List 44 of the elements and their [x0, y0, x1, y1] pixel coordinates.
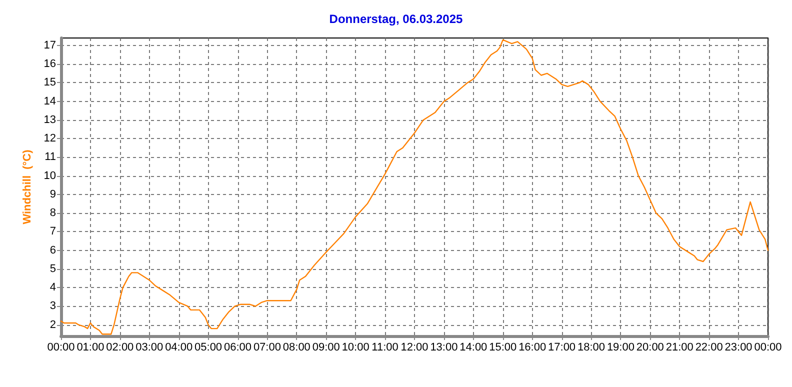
x-tick-label: 00:00: [754, 342, 782, 354]
y-tick-label: 12: [44, 132, 56, 145]
x-tick-label: 19:00: [606, 342, 634, 354]
y-tick-label: 17: [44, 39, 56, 52]
x-tick-label: 02:00: [106, 342, 134, 354]
x-tick-label: 07:00: [253, 342, 281, 354]
x-tick-label: 08:00: [282, 342, 310, 354]
x-tick-label: 10:00: [342, 342, 370, 354]
x-tick-label: 20:00: [636, 342, 664, 354]
x-tick-label: 13:00: [430, 342, 458, 354]
line-series: [60, 39, 769, 335]
y-tick-label: 8: [50, 207, 56, 220]
x-tick-label: 15:00: [489, 342, 517, 354]
y-tick-label: 2: [50, 318, 56, 331]
y-tick-label: 9: [50, 188, 56, 200]
x-tick-label: 14:00: [460, 342, 488, 354]
y-tick-label: 13: [44, 114, 56, 126]
y-tick-label: 6: [50, 244, 56, 256]
x-tick-label: 04:00: [165, 342, 193, 354]
x-tick-label: 12:00: [400, 342, 428, 354]
x-tick-label: 23:00: [724, 342, 752, 354]
y-tick-label: 14: [44, 95, 56, 108]
y-tick-label: 3: [50, 300, 56, 312]
y-tick-label: 4: [50, 282, 56, 294]
y-tick-label: 16: [44, 58, 56, 70]
y-axis-title: Windchill (°C): [21, 149, 34, 224]
x-tick-label: 03:00: [136, 342, 164, 354]
y-tick-label: 10: [44, 170, 56, 182]
y-tick-label: 15: [44, 76, 56, 89]
x-tick-label: 21:00: [666, 342, 694, 354]
x-tick-label: 16:00: [518, 342, 546, 354]
x-tick-label: 22:00: [695, 342, 723, 354]
chart-title: Donnerstag, 06.03.2025: [329, 12, 464, 26]
x-tick-label: 05:00: [194, 342, 222, 354]
y-tick-label: 7: [50, 226, 56, 238]
x-tick-label: 11:00: [372, 342, 398, 354]
x-tick-label: 18:00: [577, 342, 606, 354]
x-tick-label: 01:00: [76, 342, 104, 354]
y-tick-label: 5: [50, 262, 56, 275]
y-tick-label: 11: [44, 151, 56, 164]
x-tick-label: 06:00: [224, 342, 252, 354]
x-tick-label: 17:00: [548, 342, 576, 354]
x-tick-label: 09:00: [312, 342, 340, 354]
x-tick-label: 00:00: [47, 342, 75, 354]
